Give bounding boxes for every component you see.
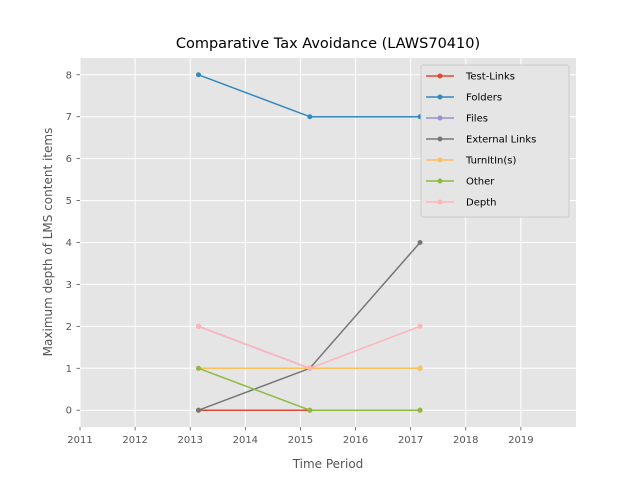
legend-marker bbox=[437, 199, 443, 205]
x-tick-label: 2012 bbox=[122, 435, 147, 446]
axis-ticks: 2011 2012 2013 2014 2015 2016 2017 2018 2019 0 1 2 3… bbox=[66, 70, 534, 446]
data-point bbox=[417, 365, 423, 371]
y-tick-label: 3 bbox=[66, 280, 72, 291]
y-axis-label: Maximum depth of LMS content items bbox=[41, 128, 55, 357]
legend-label: Depth bbox=[466, 198, 496, 209]
legend-label: TurnItIn(s) bbox=[465, 156, 516, 167]
legend-entry: Depth bbox=[426, 198, 496, 209]
legend-label: Files bbox=[466, 114, 488, 125]
legend-marker bbox=[437, 115, 443, 121]
y-tick-label: 2 bbox=[66, 322, 72, 333]
data-point bbox=[307, 114, 313, 120]
data-point bbox=[195, 365, 201, 371]
data-point bbox=[195, 323, 201, 329]
data-point bbox=[307, 407, 313, 413]
legend-entry: Folders bbox=[426, 93, 502, 104]
legend-label: Other bbox=[466, 177, 495, 188]
legend-entry: TurnItIn(s) bbox=[426, 156, 516, 167]
y-tick-label: 0 bbox=[66, 406, 72, 417]
data-point bbox=[417, 407, 423, 413]
y-tick-label: 8 bbox=[66, 70, 72, 81]
x-tick-label: 2011 bbox=[67, 435, 92, 446]
x-tick-label: 2015 bbox=[288, 435, 313, 446]
legend-marker bbox=[437, 136, 443, 142]
legend-marker bbox=[437, 157, 443, 163]
legend-entry: Other bbox=[426, 177, 495, 188]
legend: Test-Links Folders Files External Links Turn… bbox=[420, 64, 570, 218]
x-tick-label: 2016 bbox=[343, 435, 368, 446]
x-tick-label: 2014 bbox=[233, 435, 258, 446]
x-tick-label: 2018 bbox=[453, 435, 478, 446]
legend-label: Folders bbox=[466, 93, 502, 104]
legend-label: Test-Links bbox=[465, 72, 515, 83]
x-tick-label: 2013 bbox=[177, 435, 202, 446]
legend-entry: Test-Links bbox=[426, 72, 515, 83]
y-tick-label: 5 bbox=[66, 196, 72, 207]
data-point bbox=[195, 407, 201, 413]
series-6 bbox=[195, 323, 423, 371]
data-point bbox=[417, 240, 423, 245]
data-point bbox=[307, 365, 313, 371]
legend-label: External Links bbox=[466, 135, 536, 146]
legend-marker bbox=[437, 94, 443, 100]
x-tick-label: 2019 bbox=[508, 435, 533, 446]
x-axis-label: Time Period bbox=[292, 457, 364, 471]
y-tick-label: 7 bbox=[66, 112, 72, 123]
legend-entry: Files bbox=[426, 114, 488, 125]
legend-marker bbox=[437, 73, 443, 79]
data-point bbox=[417, 323, 423, 329]
x-tick-label: 2017 bbox=[398, 435, 423, 446]
chart-title: Comparative Tax Avoidance (LAWS70410) bbox=[176, 36, 480, 52]
y-tick-label: 1 bbox=[66, 364, 72, 375]
series-layer bbox=[195, 72, 423, 413]
y-tick-label: 4 bbox=[66, 238, 72, 249]
series-5 bbox=[195, 365, 423, 413]
legend-marker bbox=[437, 178, 443, 184]
legend-frame bbox=[420, 64, 570, 218]
legend-entry: External Links bbox=[426, 135, 536, 146]
data-point bbox=[195, 72, 201, 78]
y-tick-label: 6 bbox=[66, 154, 72, 165]
